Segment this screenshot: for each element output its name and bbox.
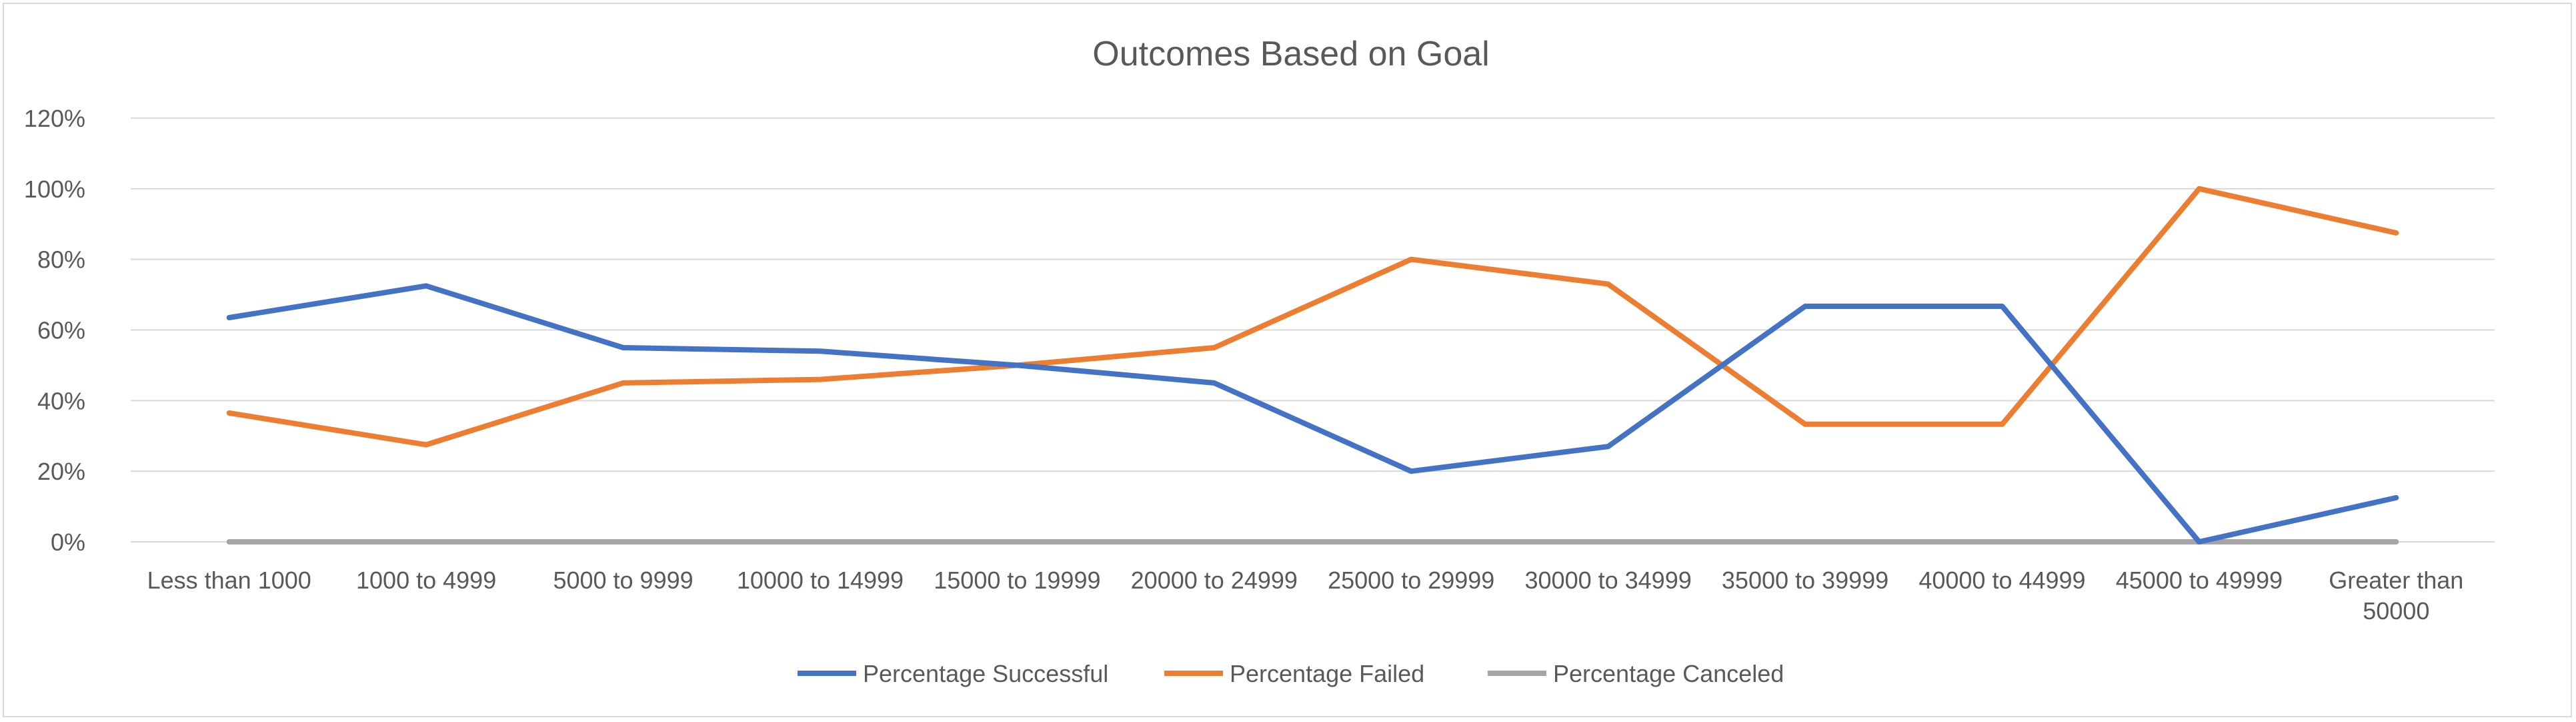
legend-item: Percentage Failed [1164,660,1424,687]
x-tick-label: 35000 to 39999 [1722,567,1888,594]
x-tick-label: 45000 to 49999 [2116,567,2283,594]
legend-label: Percentage Successful [863,660,1108,687]
x-tick-label: 5000 to 9999 [553,567,693,594]
y-tick-label: 20% [37,458,85,485]
line-chart: Outcomes Based on Goal 0% 20% 40% 60% 80% 100… [24,35,2495,687]
y-tick-label: 120% [24,105,85,132]
x-tick-label: 20000 to 24999 [1131,567,1298,594]
series-line [226,186,2399,448]
x-tick-label: Less than 1000 [147,567,311,594]
legend-label: Percentage Canceled [1553,660,1784,687]
x-axis-tick-labels: Less than 1000 1000 to 4999 5000 to 9999 10… [147,567,2464,625]
y-tick-label: 80% [37,246,85,274]
x-tick-label: 30000 to 34999 [1525,567,1692,594]
legend-item: Percentage Successful [798,660,1108,687]
x-tick-label: 1000 to 4999 [356,567,496,594]
legend-label: Percentage Failed [1230,660,1424,687]
y-tick-label: 100% [24,175,85,203]
series-lines [226,186,2399,545]
gridlines [131,117,2495,543]
x-tick-label: Greater than 50000 [2329,567,2463,625]
x-tick-label: 40000 to 44999 [1918,567,2085,594]
x-tick-label: 15000 to 19999 [934,567,1100,594]
series-line [226,283,2399,545]
chart-title: Outcomes Based on Goal [1092,35,1489,73]
y-tick-label: 0% [51,528,85,556]
y-tick-label: 40% [37,387,85,414]
chart-container: Outcomes Based on Goal 0% 20% 40% 60% 80% 100… [3,3,2572,717]
legend: Percentage Successful Percentage Failed Pe… [798,660,1784,687]
y-axis-tick-labels: 0% 20% 40% 60% 80% 100% 120% [24,105,85,556]
x-tick-label: 10000 to 14999 [737,567,904,594]
y-tick-label: 60% [37,317,85,344]
x-tick-label: 25000 to 29999 [1328,567,1494,594]
legend-item: Percentage Canceled [1488,660,1784,687]
